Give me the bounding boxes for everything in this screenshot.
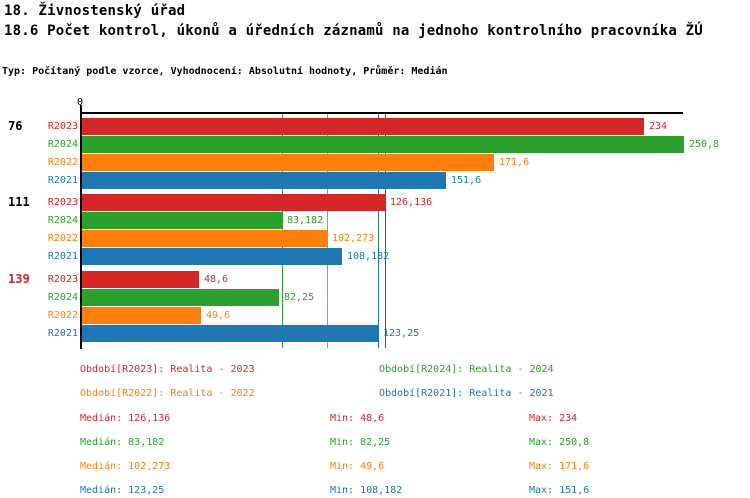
stat-median-r2022: Medián: 102,273: [80, 461, 171, 472]
median-line-r2022: [327, 114, 328, 348]
bar-value-label: 108,182: [347, 251, 390, 262]
series-row-label: R2022: [47, 233, 78, 244]
group-label: 111: [8, 195, 30, 209]
series-row-label: R2024: [47, 292, 78, 303]
median-line-r2023: [385, 114, 386, 348]
series-row-label: R2022: [47, 310, 78, 321]
bar-value-label: 48,6: [204, 274, 229, 285]
bar-r2022: [82, 230, 327, 247]
series-row-label: R2022: [47, 157, 78, 168]
bar-value-label: 234: [649, 121, 668, 132]
bar-value-label: 102,273: [332, 233, 375, 244]
bar-r2024: [82, 136, 684, 153]
bar-r2023: [82, 118, 644, 135]
series-row-label: R2021: [47, 328, 78, 339]
bar-r2023: [82, 271, 199, 288]
group-label: 76: [8, 119, 23, 133]
axis-x-line: [80, 112, 683, 114]
legend-item-r2023: Období[R2023]: Realita - 2023: [80, 364, 255, 375]
bar-value-label: 151,6: [451, 175, 482, 186]
legend-item-r2024: Období[R2024]: Realita - 2024: [379, 364, 554, 375]
stat-min-r2023: Min: 48,6: [330, 413, 385, 424]
bar-value-label: 49,6: [206, 310, 231, 321]
bar-r2024: [82, 289, 279, 306]
bar-value-label: 126,136: [390, 197, 433, 208]
stat-max-r2021: Max: 151,6: [529, 485, 590, 496]
bar-value-label: 123,25: [383, 328, 420, 339]
series-row-label: R2023: [47, 197, 78, 208]
bar-value-label: 250,8: [689, 139, 720, 150]
series-row-label: R2023: [47, 121, 78, 132]
legend-item-r2021: Období[R2021]: Realita - 2021: [379, 388, 554, 399]
indicator-type-line: Typ: Počítaný podle vzorce, Vyhodnocení:…: [2, 66, 448, 77]
bar-value-label: 83,182: [287, 215, 324, 226]
series-row-label: R2024: [47, 215, 78, 226]
stat-max-r2024: Max: 250,8: [529, 437, 590, 448]
series-row-label: R2021: [47, 175, 78, 186]
stat-median-r2024: Medián: 83,182: [80, 437, 165, 448]
bar-r2023: [82, 194, 385, 211]
stat-max-r2022: Max: 171,6: [529, 461, 590, 472]
series-row-label: R2024: [47, 139, 78, 150]
indicator-subtitle: 18.6 Počet kontrol, úkonů a úředních záz…: [4, 23, 703, 39]
stat-median-r2021: Medián: 123,25: [80, 485, 165, 496]
legend-item-r2022: Období[R2022]: Realita - 2022: [80, 388, 255, 399]
bar-r2021: [82, 325, 378, 342]
stat-min-r2022: Min: 49,6: [330, 461, 385, 472]
bar-value-label: 171,6: [499, 157, 530, 168]
series-row-label: R2023: [47, 274, 78, 285]
stat-min-r2024: Min: 82,25: [330, 437, 391, 448]
series-row-label: R2021: [47, 251, 78, 262]
bar-r2022: [82, 307, 201, 324]
median-line-r2021: [378, 114, 379, 348]
stat-max-r2023: Max: 234: [529, 413, 578, 424]
bar-r2024: [82, 212, 282, 229]
bar-r2022: [82, 154, 494, 171]
report-title: 18. Živnostenský úřad: [4, 3, 186, 19]
group-label: 139: [8, 272, 30, 286]
bar-r2021: [82, 248, 342, 265]
bar-value-label: 82,25: [284, 292, 315, 303]
axis-y-line: [80, 105, 82, 349]
stat-median-r2023: Medián: 126,136: [80, 413, 171, 424]
bar-r2021: [82, 172, 446, 189]
axis-origin-label: 0: [77, 97, 84, 108]
stat-min-r2021: Min: 108,182: [330, 485, 403, 496]
